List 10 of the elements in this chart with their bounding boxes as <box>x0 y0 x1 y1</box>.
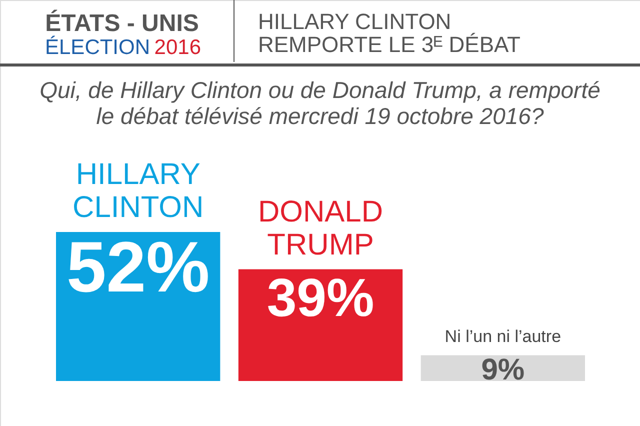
chart-subtitle: Qui, de Hillary Clinton ou de Donald Trump, a remporté le débat télévisé mercredi 19 octobre 2016? <box>40 77 600 129</box>
data-label: 39% <box>266 268 374 328</box>
x-tick-label: Ni l’un ni l’autre <box>444 327 562 346</box>
x-tick-label: DONALD TRUMP <box>258 195 384 262</box>
data-label: 52% <box>66 227 210 308</box>
x-tick-label: HILLARY CLINTON <box>72 158 204 224</box>
chart-title: HILLARY CLINTON REMPORTE LE 3ᴱ DÉBAT <box>258 9 520 57</box>
text: ÉLECTION 2016 <box>45 35 201 59</box>
text: ÉTATS - UNIS <box>45 9 199 37</box>
data-label: 9% <box>481 353 525 386</box>
